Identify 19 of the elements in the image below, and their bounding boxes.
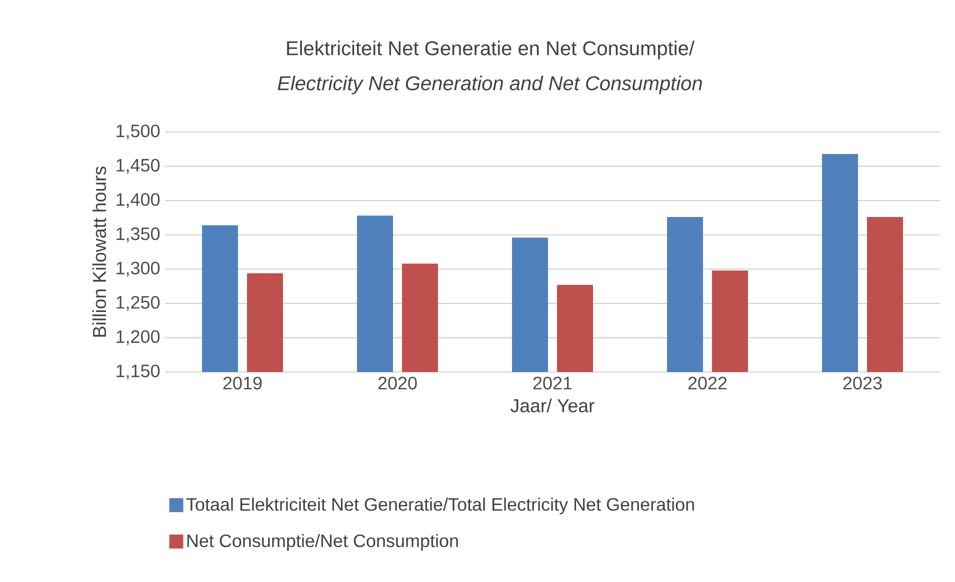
y-tick-label: 1,450 xyxy=(116,158,160,174)
x-tick-label: 2023 xyxy=(843,376,882,390)
x-axis-title: Jaar/ Year xyxy=(510,398,594,412)
chart-title: Elektriciteit Net Generatie en Net Consumptie/ xyxy=(287,40,694,60)
y-tick-label: 1,200 xyxy=(116,330,160,346)
y-axis-title: Billion Kilowatt hours xyxy=(92,166,106,337)
x-tick-label: 2021 xyxy=(533,376,572,390)
y-tick-label: 1,400 xyxy=(116,193,160,208)
y-tick-label: 1,250 xyxy=(116,296,160,311)
y-tick-label: 1,300 xyxy=(116,262,160,277)
y-tick-label: 1,150 xyxy=(116,364,160,380)
legend-label: Totaal Elektriciteit Net Generatie/Total Electricity Net Generation xyxy=(186,498,694,514)
x-tick-label: 2020 xyxy=(378,376,417,390)
legend-label: Net Consumptie/Net Consumption xyxy=(187,534,458,551)
x-tick-label: 2022 xyxy=(688,376,727,390)
x-tick-label: 2019 xyxy=(223,376,262,390)
chart-subtitle: Electricity Net Generation and Net Consumption xyxy=(278,76,702,94)
y-tick-label: 1,500 xyxy=(116,124,160,140)
y-tick-label: 1,350 xyxy=(116,227,160,242)
